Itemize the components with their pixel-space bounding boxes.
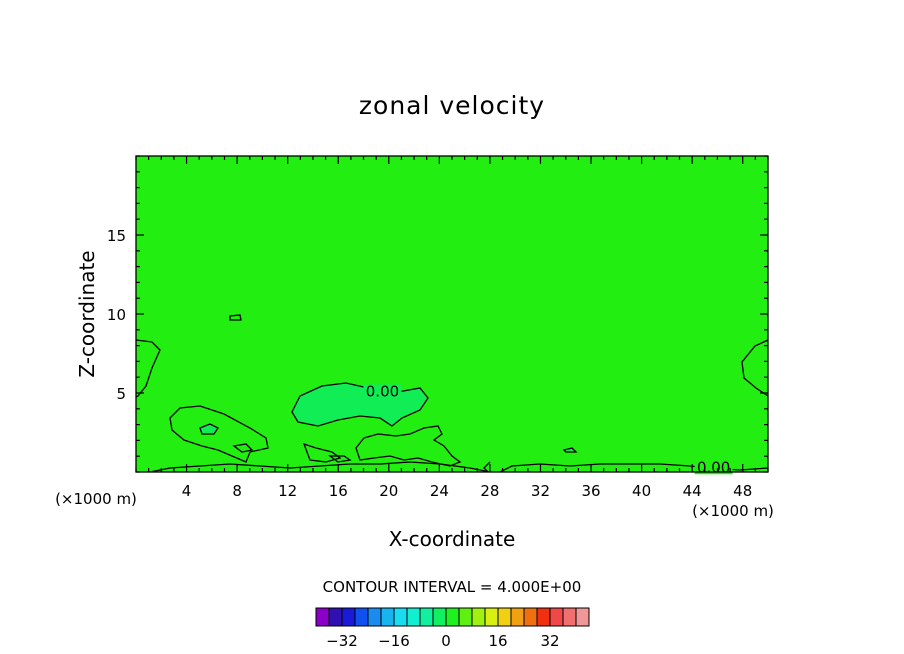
contour-region-bottom	[149, 461, 491, 472]
colorbar-swatch	[458, 607, 473, 627]
contour-near-axis-dip	[483, 461, 491, 472]
colorbar-swatch	[315, 607, 330, 627]
contour-lower-loop-2	[328, 455, 352, 463]
x-tick-label: 4	[182, 482, 192, 500]
colorbar-tick-label: 16	[488, 632, 507, 650]
contour-ring-small	[199, 423, 219, 435]
x-unit-left: (×1000 m)	[55, 490, 137, 508]
contour-region-left-edge	[136, 339, 161, 398]
contour-label-2-bg	[694, 460, 733, 475]
colorbar-tick-label: 32	[540, 632, 559, 650]
colorbar-swatch	[445, 607, 460, 627]
x-tick-label: 44	[683, 482, 702, 500]
y-tick-label: 5	[116, 385, 126, 403]
x-axis-label: X-coordinate	[389, 527, 516, 551]
x-tick-label: 32	[531, 482, 550, 500]
contour-small-right	[562, 447, 578, 453]
colorbar-swatch	[393, 607, 408, 627]
colorbar-swatch	[419, 607, 434, 627]
x-axis-ticks: 4 8 12 16 20 24 28 32 36 40 44 48	[135, 156, 769, 500]
contour-interval-label: CONTOUR INTERVAL = 4.000E+00	[323, 578, 582, 596]
x-tick-label: 36	[581, 482, 600, 500]
x-tick-label: 40	[632, 482, 651, 500]
plot-background	[136, 156, 768, 472]
colorbar-swatch	[367, 607, 382, 627]
colorbar-swatch	[354, 607, 369, 627]
colorbar-swatch	[575, 607, 590, 627]
x-tick-label: 12	[278, 482, 297, 500]
chart-title: zonal velocity	[359, 91, 545, 120]
colorbar-swatch	[536, 607, 551, 627]
contour-ring-small-2	[232, 443, 254, 453]
x-tick-label: 28	[480, 482, 499, 500]
colorbar-swatch	[328, 607, 343, 627]
colorbar-tick-labels: −32 −16 0 16 32	[326, 632, 559, 650]
contour-region-right-edge	[741, 339, 768, 397]
colorbar-swatch	[484, 607, 499, 627]
x-tick-label: 24	[430, 482, 449, 500]
x-tick-label: 20	[379, 482, 398, 500]
y-axis-label: Z-coordinate	[75, 250, 99, 377]
colorbar-swatch	[471, 607, 486, 627]
contour-region-small-box	[229, 314, 242, 321]
contour-label-1: 0.00	[366, 382, 399, 400]
x-tick-label: 16	[329, 482, 348, 500]
colorbar-tick-label: −16	[378, 632, 410, 650]
contour-label-1-bg	[363, 384, 402, 399]
contour-region-lower-center	[355, 425, 462, 467]
contour-lower-loop	[302, 442, 342, 463]
colorbar	[315, 607, 590, 627]
colorbar-swatch	[523, 607, 538, 627]
colorbar-swatch	[341, 607, 356, 627]
colorbar-swatch	[510, 607, 525, 627]
y-tick-label: 10	[107, 306, 126, 324]
colorbar-swatch	[406, 607, 421, 627]
y-axis-ticks: 5 10 15	[107, 155, 768, 473]
x-tick-label: 48	[733, 482, 752, 500]
contour-region-lower-left	[169, 405, 269, 463]
colorbar-swatch	[497, 607, 512, 627]
colorbar-swatch	[562, 607, 577, 627]
x-tick-label: 8	[232, 482, 242, 500]
x-unit-right: (×1000 m)	[692, 502, 774, 520]
contour-label-2: 0.00	[697, 458, 730, 476]
y-tick-label: 15	[107, 227, 126, 245]
colorbar-tick-label: 0	[441, 632, 451, 650]
colorbar-swatch	[432, 607, 447, 627]
colorbar-tick-label: −32	[326, 632, 358, 650]
colorbar-swatch	[549, 607, 564, 627]
colorbar-swatch	[380, 607, 395, 627]
